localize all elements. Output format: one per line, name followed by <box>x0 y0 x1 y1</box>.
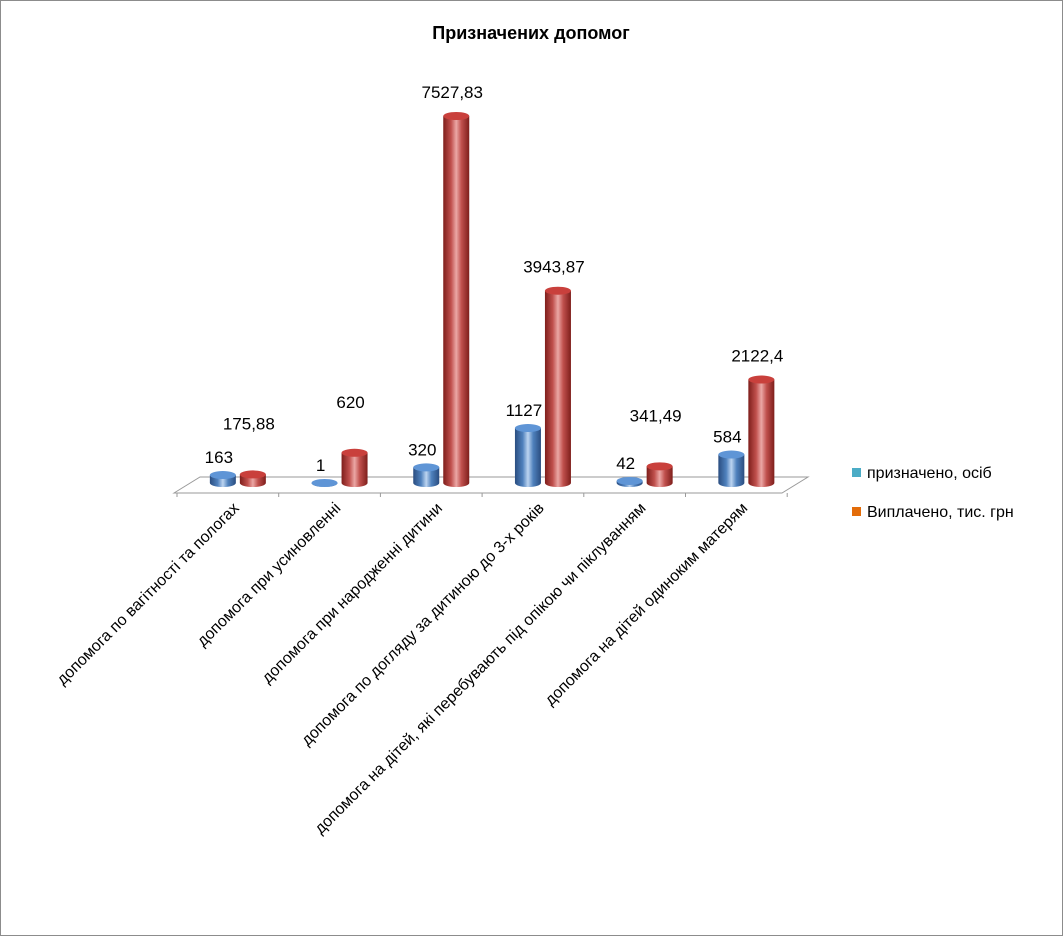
bar-paid-6 <box>748 379 775 487</box>
data-label-assigned-3: 320 <box>408 440 436 459</box>
chart-floor <box>172 476 810 494</box>
bar-paid-3 <box>443 116 470 487</box>
bar-paid-2 <box>341 452 368 487</box>
category-label-6: допомога на дітей одиноким матерям <box>542 500 751 709</box>
data-label-paid-3: 7527,83 <box>422 83 483 102</box>
bar-cap-paid-5 <box>646 462 673 471</box>
bar-paid-4 <box>544 290 571 487</box>
data-label-assigned-1: 163 <box>205 448 233 467</box>
legend-swatch-series-2 <box>852 507 861 516</box>
category-label-4: допомога по догляду за дитиною до 3-х ро… <box>298 500 547 749</box>
category-label-3: допомога при народженні дитини <box>259 500 446 687</box>
category-ticks <box>176 493 788 497</box>
data-label-assigned-4: 1127 <box>506 401 543 420</box>
category-labels-group: допомога по вагітності та пологахдопомог… <box>54 500 751 838</box>
bar-cap-assigned-1 <box>209 471 236 480</box>
bar-cap-paid-1 <box>239 470 266 479</box>
legend-swatch-series-1 <box>852 468 861 477</box>
data-labels-group: 163 175,88 1 620 320 7527,83 1127 3943,87 42 341,… <box>205 83 784 475</box>
bar-cap-assigned-4 <box>514 424 541 433</box>
legend-label-series-1: призначено, осіб <box>867 465 992 482</box>
bar-assigned-3 <box>413 467 440 487</box>
bar-cap-paid-6 <box>748 375 775 384</box>
bar-cap-paid-2 <box>341 448 368 457</box>
bar-assigned-4 <box>514 428 541 487</box>
bar-cap-paid-3 <box>443 112 470 120</box>
data-label-assigned-6: 584 <box>713 428 741 447</box>
data-label-paid-5: 341,49 <box>630 406 682 425</box>
legend: призначено, осіб Виплачено, тис. грн <box>852 465 1014 521</box>
bars-group <box>209 112 775 487</box>
data-label-assigned-5: 42 <box>616 454 635 473</box>
chart-title: Призначених допомог <box>432 23 630 43</box>
bar-cap-paid-4 <box>544 286 571 295</box>
data-label-assigned-2: 1 <box>316 456 325 475</box>
bar-paid-5 <box>646 466 673 487</box>
data-label-paid-4: 3943,87 <box>523 258 584 277</box>
data-label-paid-1: 175,88 <box>223 414 275 433</box>
data-label-paid-6: 2122,4 <box>731 347 783 366</box>
bar-assigned-6 <box>718 454 745 487</box>
bar-cap-assigned-2 <box>311 478 338 487</box>
category-label-1: допомога по вагітності та пологах <box>54 500 243 689</box>
legend-label-series-2: Виплачено, тис. грн <box>867 504 1014 521</box>
category-label-5: допомога на дітей, які перебувають під о… <box>312 500 650 838</box>
bar-cap-assigned-3 <box>413 463 440 472</box>
data-label-paid-2: 620 <box>336 393 364 412</box>
bar-cap-assigned-5 <box>616 476 643 485</box>
bar-cap-assigned-6 <box>718 450 745 459</box>
